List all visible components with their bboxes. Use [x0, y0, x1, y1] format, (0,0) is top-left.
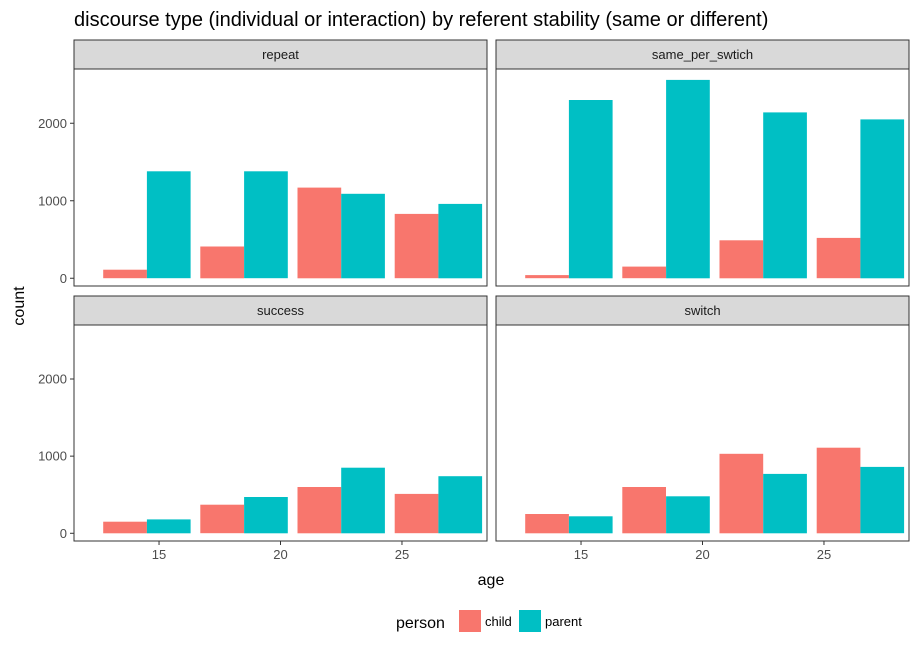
legend-label-child: child	[485, 614, 512, 629]
legend-label-parent: parent	[545, 614, 582, 629]
facet-panel-same_per_swtich: same_per_swtich	[495, 39, 910, 287]
bar-success-parent-0	[146, 519, 191, 534]
bar-success-parent-3	[438, 476, 483, 534]
bar-same_per_swtich-parent-1	[666, 79, 710, 279]
bar-switch-child-2	[719, 453, 764, 534]
bar-repeat-child-2	[297, 187, 342, 279]
x-tick-label: 20	[273, 547, 287, 562]
bar-same_per_swtich-parent-3	[860, 119, 905, 279]
x-axes: 15 20 25 15 20 25	[152, 541, 831, 562]
y-tick-label: 1000	[38, 449, 67, 464]
facet-strip-label: repeat	[262, 47, 299, 62]
bar-switch-parent-2	[763, 473, 807, 534]
y-tick-label: 1000	[38, 193, 67, 208]
bar-switch-child-1	[622, 487, 666, 534]
facet-strip	[73, 295, 488, 326]
facet-strip-label: success	[257, 303, 304, 318]
bar-repeat-parent-0	[146, 171, 191, 279]
y-tick-label: 0	[60, 271, 67, 286]
legend-key-child	[459, 610, 481, 632]
y-tick-label: 2000	[38, 372, 67, 387]
bar-repeat-child-1	[200, 246, 244, 279]
bar-repeat-child-0	[103, 269, 147, 279]
y-tick-label: 0	[60, 526, 67, 541]
y-axes: 0 1000 2000 0 1000 2000	[38, 116, 74, 541]
panel-border	[73, 68, 488, 287]
bar-same_per_swtich-parent-2	[763, 112, 807, 279]
x-tick-label: 20	[695, 547, 709, 562]
chart-title: discourse type (individual or interactio…	[74, 9, 768, 31]
bar-same_per_swtich-child-2	[719, 240, 764, 279]
bar-repeat-parent-3	[438, 203, 483, 279]
bar-success-parent-2	[341, 467, 385, 534]
bar-repeat-parent-2	[341, 193, 385, 279]
facet-panel-success: success	[73, 295, 488, 542]
x-tick-label: 25	[817, 547, 831, 562]
legend-title: person	[396, 615, 445, 632]
facet-strip	[495, 295, 910, 326]
bar-repeat-child-3	[394, 213, 439, 279]
bar-switch-child-3	[816, 447, 861, 534]
bar-same_per_swtich-child-0	[525, 275, 569, 279]
bar-success-child-3	[394, 493, 439, 534]
bar-same_per_swtich-parent-0	[568, 100, 613, 279]
facet-strip-label: switch	[684, 303, 720, 318]
y-tick-label: 2000	[38, 116, 67, 131]
bar-repeat-parent-1	[244, 171, 288, 279]
facet-panel-switch: switch	[495, 295, 910, 542]
bar-success-child-2	[297, 487, 342, 534]
x-axis-title: age	[478, 572, 505, 589]
bar-success-child-1	[200, 504, 244, 534]
bar-switch-parent-0	[568, 516, 613, 534]
bar-switch-child-0	[525, 514, 569, 534]
facet-strip	[495, 39, 910, 70]
y-axis-title: count	[11, 286, 28, 326]
facet-panel-repeat: repeat	[73, 39, 488, 287]
legend-key-parent	[519, 610, 541, 632]
x-tick-label: 25	[395, 547, 409, 562]
facet-strip	[73, 39, 488, 70]
bar-success-child-0	[103, 521, 147, 534]
bar-switch-parent-3	[860, 466, 905, 534]
legend: person child parent	[396, 610, 582, 632]
bar-same_per_swtich-child-1	[622, 266, 666, 279]
bar-success-parent-1	[244, 497, 288, 534]
facet-strip-label: same_per_swtich	[652, 47, 753, 62]
bar-same_per_swtich-child-3	[816, 237, 861, 279]
x-tick-label: 15	[574, 547, 588, 562]
panel-border	[495, 68, 910, 287]
bar-switch-parent-1	[666, 496, 710, 534]
x-tick-label: 15	[152, 547, 166, 562]
